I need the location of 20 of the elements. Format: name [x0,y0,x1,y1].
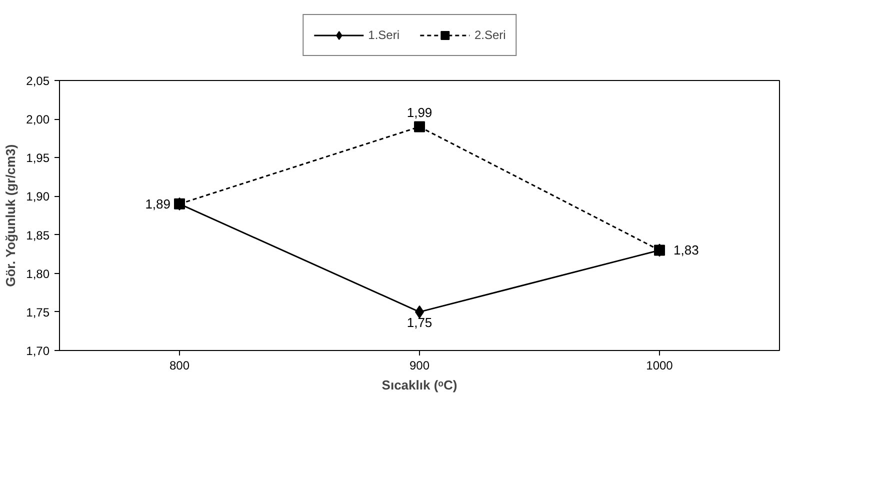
y-tick-label: 1,80 [26,266,50,281]
data-label: 1,83 [674,242,699,258]
y-axis-title: Gör. Yoğunluk (gr/cm3) [3,144,18,287]
data-label: 1,89 [145,196,171,212]
legend-label: 2.Seri [474,28,506,42]
y-tick-label: 2,00 [26,112,50,127]
y-tick-label: 1,95 [26,151,50,166]
y-tick-label: 1,90 [26,190,50,204]
y-tick-label: 1,85 [26,228,50,242]
x-axis-title: Sıcaklık (ᵒC) [382,378,458,392]
y-tick-label: 1,70 [26,344,50,358]
point [414,121,425,132]
data-label: 1,99 [406,104,432,120]
data-label: 1,75 [406,314,432,330]
x-tick-label: 900 [409,358,430,372]
y-tick-label: 1,75 [26,305,50,320]
x-tick-label: 1000 [646,358,674,372]
x-tick-label: 800 [169,358,190,372]
legend-label: 1.Seri [368,28,400,42]
y-tick-label: 2,05 [26,74,50,88]
